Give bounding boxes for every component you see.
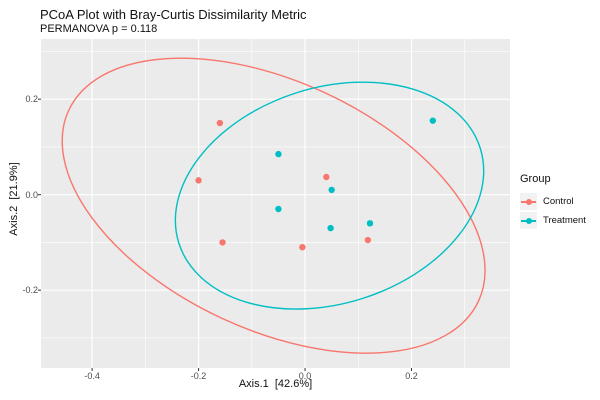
legend-point-icon (525, 217, 532, 224)
legend-point-icon (525, 198, 532, 205)
x-axis-title: Axis.1 [42.6%] (238, 378, 313, 390)
legend-item: Control (520, 193, 600, 210)
x-tick-label: 0.0 (298, 371, 312, 381)
plot-panel (41, 39, 510, 368)
legend-item-label: Control (543, 196, 574, 207)
data-point-treatment (366, 220, 374, 227)
data-point-control (323, 173, 330, 181)
x-tick-label: 0.2 (405, 371, 418, 381)
y-tick-label: 0.0 (25, 189, 38, 200)
plot-subtitle: PERMANOVA p = 0.118 (40, 23, 158, 35)
legend-key (520, 193, 537, 210)
data-point-treatment (275, 150, 282, 158)
data-point-treatment (429, 117, 437, 124)
y-tick-label: -0.2 (22, 285, 38, 296)
data-point-control (219, 239, 226, 246)
plot-title: PCoA Plot with Bray-Curtis Dissimilarity… (40, 7, 307, 22)
confidence-ellipse-treatment (174, 81, 485, 310)
legend-title: Group (520, 173, 551, 185)
x-tick-label: -0.2 (190, 371, 207, 381)
legend-item-label: Treatment (543, 215, 586, 226)
data-point-treatment (328, 186, 335, 194)
y-tick-label: 0.2 (25, 94, 38, 105)
data-point-treatment (327, 224, 334, 232)
x-tick-label: -0.4 (84, 371, 100, 381)
data-point-treatment (275, 205, 282, 213)
data-point-control (299, 243, 306, 251)
data-point-control (216, 119, 224, 127)
legend: Group Control Treatment (520, 173, 600, 231)
legend-key (520, 212, 537, 229)
y-axis-title: Axis.2 [21.9%] (8, 162, 20, 236)
data-point-control (195, 177, 202, 184)
confidence-ellipse-control (61, 57, 486, 354)
legend-item: Treatment (520, 212, 600, 229)
legend-items: Control Treatment (520, 193, 600, 229)
data-point-control (364, 236, 372, 244)
